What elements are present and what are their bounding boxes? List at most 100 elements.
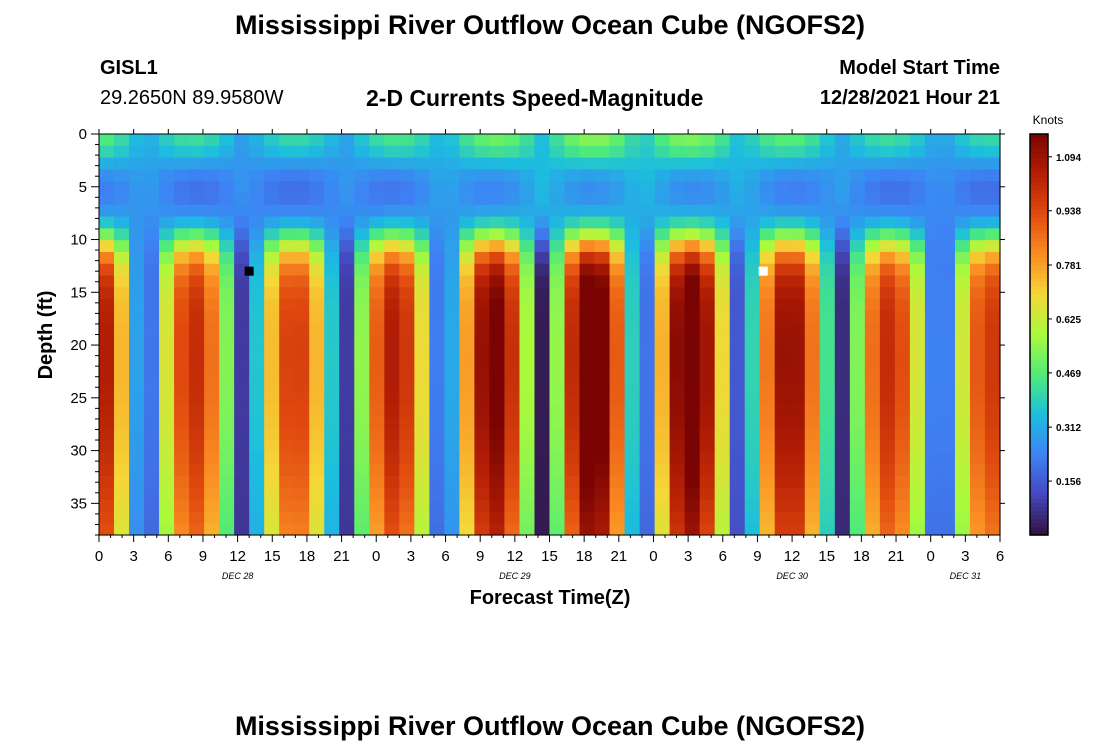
heat-cell	[624, 287, 641, 300]
heat-cell	[669, 181, 686, 194]
max-speed-marker	[758, 266, 768, 276]
heat-cell	[489, 228, 506, 241]
heat-cell	[369, 240, 385, 253]
colorbar-segment	[1030, 318, 1048, 324]
min-speed-marker	[244, 266, 254, 276]
heat-cell	[729, 358, 746, 371]
heat-cell	[954, 157, 971, 170]
colorbar-segment	[1030, 414, 1048, 420]
heat-cell	[579, 299, 596, 312]
heat-cell	[204, 334, 220, 347]
heat-cell	[459, 369, 476, 383]
heat-cell	[234, 299, 250, 312]
heat-cell	[864, 192, 881, 206]
heat-cell	[939, 499, 956, 513]
heat-cell	[654, 428, 671, 442]
heat-cell	[534, 310, 551, 324]
heat-cell	[579, 240, 596, 253]
heat-cell	[759, 334, 776, 347]
heat-cell	[609, 204, 626, 218]
colorbar-segment	[1030, 214, 1048, 219]
heat-cell	[849, 169, 866, 182]
heat-cell	[369, 263, 385, 277]
heat-cell	[699, 369, 716, 383]
heat-cell	[879, 476, 896, 489]
heat-cell	[279, 452, 295, 465]
heat-cell	[144, 263, 160, 277]
heat-cell	[654, 287, 671, 300]
heat-cell	[924, 299, 941, 312]
heat-cell	[804, 523, 821, 536]
heat-cell	[114, 487, 130, 501]
extreme-markers	[244, 266, 768, 276]
heat-cell	[129, 134, 145, 147]
heat-cell	[849, 157, 866, 170]
heat-cell	[429, 192, 445, 206]
heat-cell	[534, 228, 551, 241]
heat-cell	[609, 216, 626, 229]
heat-cell	[504, 310, 521, 324]
x-tick-label: 15	[541, 548, 558, 565]
heat-cell	[474, 299, 491, 312]
colorbar-tick-label: 0.781	[1056, 261, 1081, 272]
heat-cell	[324, 487, 340, 501]
heat-cell	[939, 393, 956, 406]
heat-cell	[789, 134, 806, 147]
heat-cell	[519, 310, 536, 324]
heat-cell	[699, 405, 716, 418]
heat-cell	[474, 428, 491, 442]
heat-cell	[324, 169, 340, 182]
heat-cell	[729, 299, 746, 312]
heat-cell	[504, 322, 521, 336]
heat-cell	[474, 287, 491, 300]
heat-cell	[279, 523, 295, 536]
heat-cell	[579, 181, 596, 194]
heat-cell	[654, 157, 671, 170]
heat-cell	[969, 417, 986, 430]
heat-cell	[819, 393, 836, 406]
x-tick-label: 9	[753, 548, 761, 565]
heat-cell	[804, 452, 821, 465]
heat-cell	[459, 134, 476, 147]
heat-cell	[354, 440, 370, 454]
heat-cell	[759, 228, 776, 241]
heat-cell	[954, 287, 971, 300]
heat-cell	[624, 464, 641, 477]
heat-cell	[639, 322, 656, 336]
heat-cell	[594, 181, 611, 194]
heat-cell	[819, 440, 836, 454]
heat-cell	[474, 499, 491, 513]
heat-cell	[234, 358, 250, 371]
heat-cell	[669, 157, 686, 170]
heat-cell	[459, 216, 476, 229]
heat-cell	[549, 216, 566, 229]
heat-cell	[714, 228, 731, 241]
heat-cell	[519, 334, 536, 347]
colorbar-segment	[1030, 402, 1048, 408]
heat-cell	[834, 440, 851, 454]
heat-cell	[894, 428, 911, 442]
heat-cell	[459, 299, 476, 312]
heat-cell	[909, 476, 926, 489]
heat-cell	[489, 511, 506, 524]
heat-cell	[174, 511, 190, 524]
heat-cell	[99, 240, 115, 253]
heat-cell	[774, 310, 791, 324]
heat-cell	[819, 358, 836, 371]
heat-cell	[834, 310, 851, 324]
heat-cell	[99, 263, 115, 277]
heat-cell	[279, 381, 295, 395]
heat-cell	[264, 145, 280, 159]
heat-cell	[834, 181, 851, 194]
heat-cell	[204, 204, 220, 218]
heat-cell	[714, 523, 731, 536]
heat-cell	[459, 157, 476, 170]
heat-cell	[354, 145, 370, 159]
heat-cell	[849, 251, 866, 265]
colorbar-segment	[1030, 322, 1048, 328]
heat-cell	[234, 393, 250, 406]
colorbar-segment	[1030, 166, 1048, 171]
heat-cell	[609, 192, 626, 206]
heat-cell	[939, 145, 956, 159]
heat-cell	[114, 358, 130, 371]
